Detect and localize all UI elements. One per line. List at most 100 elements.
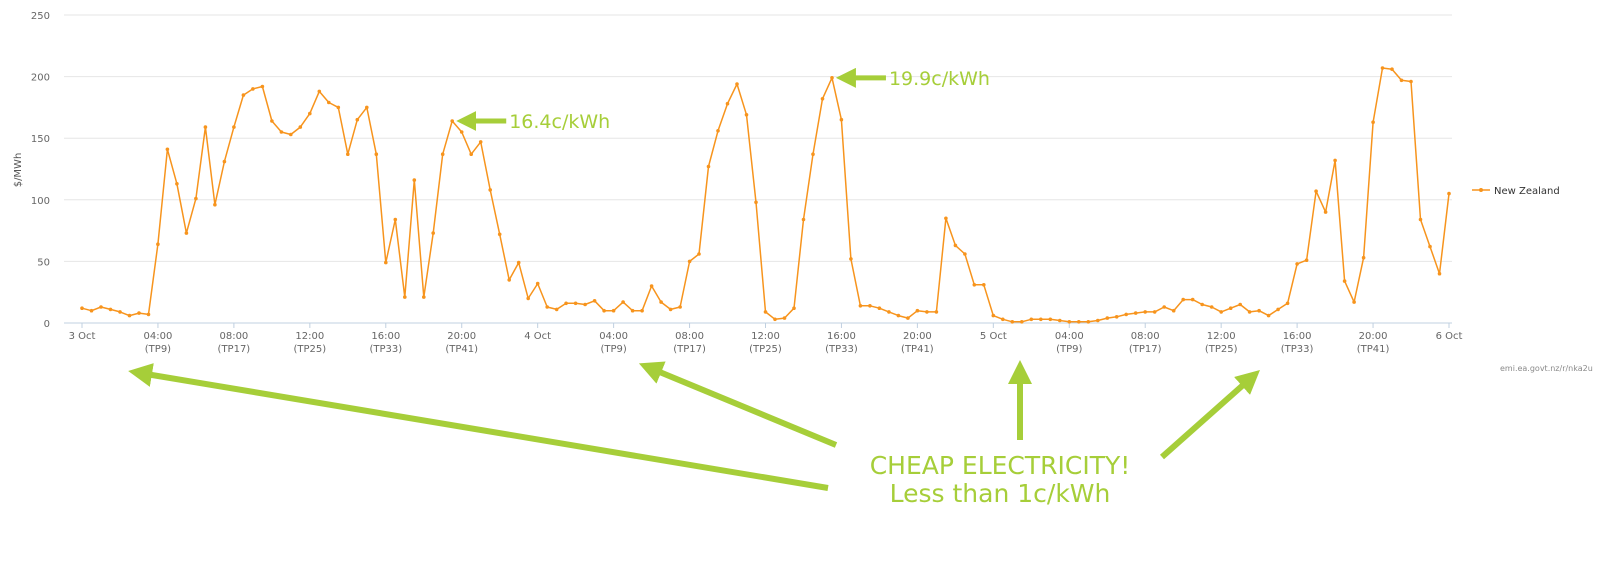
data-point — [849, 257, 853, 261]
x-tick-label: 4 Oct — [524, 331, 551, 342]
data-point — [346, 152, 350, 156]
data-point — [1048, 317, 1053, 322]
x-tick-sublabel: (TP17) — [218, 344, 251, 355]
data-point — [279, 130, 284, 134]
data-point — [573, 301, 578, 306]
data-point — [839, 117, 844, 122]
data-point — [1380, 66, 1385, 70]
x-tick-sublabel: (TP9) — [1056, 344, 1082, 355]
data-point — [925, 310, 929, 314]
data-point — [649, 284, 654, 288]
data-point — [1200, 302, 1204, 307]
x-tick-label: 08:00 — [219, 331, 248, 342]
y-axis-ticks: 0 50 100 150 200 250 — [31, 11, 50, 330]
data-point — [1314, 189, 1318, 193]
data-point — [991, 313, 996, 318]
data-point — [422, 295, 426, 299]
data-point — [611, 308, 616, 313]
series-points — [80, 66, 1451, 324]
y-tick-label: 0 — [44, 319, 50, 330]
x-tick-label: 12:00 — [1207, 331, 1236, 342]
data-point — [516, 260, 521, 265]
data-point — [1152, 310, 1157, 314]
legend-label-new-zealand: New Zealand — [1494, 186, 1560, 197]
data-point — [953, 243, 958, 248]
data-point — [773, 317, 777, 322]
data-point — [820, 97, 825, 101]
data-point — [336, 105, 341, 110]
data-point — [877, 306, 882, 311]
data-point — [80, 306, 84, 311]
x-tick-label: 16:00 — [827, 331, 856, 342]
data-point — [1409, 79, 1413, 84]
data-point — [384, 260, 388, 265]
data-point — [763, 310, 768, 314]
data-point — [621, 300, 625, 304]
data-point — [668, 307, 673, 312]
data-point — [1171, 308, 1176, 313]
data-point — [118, 310, 122, 314]
data-point — [222, 159, 227, 164]
data-point — [403, 295, 407, 299]
x-tick-label: 08:00 — [675, 331, 704, 342]
x-tick-sublabel: (TP25) — [1205, 344, 1238, 355]
data-point — [108, 307, 113, 312]
data-point — [630, 308, 635, 313]
x-axis-ticks: 3 Oct 04:00 (TP9) 08:00 (TP17) 12:00 (TP25) 16:… — [69, 323, 1462, 355]
data-point — [744, 113, 749, 117]
annotation-label: 16.4c/kWh — [509, 111, 610, 133]
data-point — [868, 304, 872, 308]
data-point — [592, 299, 597, 303]
x-tick-label: 12:00 — [295, 331, 324, 342]
x-tick-label: 20:00 — [1359, 331, 1388, 342]
data-point — [1219, 310, 1223, 314]
data-point — [1418, 217, 1423, 222]
data-point — [792, 306, 796, 311]
grid-lines — [64, 14, 1452, 262]
data-point — [1428, 244, 1432, 249]
x-tick-label: 04:00 — [599, 331, 628, 342]
data-point — [270, 119, 274, 123]
callout-arrows — [128, 360, 1260, 491]
data-point — [915, 308, 920, 313]
callout-subtitle: Less than 1c/kWh — [890, 479, 1111, 508]
x-tick-sublabel: (TP33) — [825, 344, 858, 355]
data-point — [1342, 279, 1347, 283]
data-point — [374, 152, 379, 156]
data-point — [431, 231, 436, 235]
legend[interactable]: New Zealand — [1472, 186, 1560, 197]
data-point — [697, 252, 701, 256]
data-point — [1447, 191, 1451, 196]
data-point — [782, 316, 787, 320]
data-point — [478, 140, 483, 144]
data-point — [241, 93, 246, 97]
x-tick-label: 20:00 — [447, 331, 476, 342]
data-point — [906, 316, 910, 320]
data-point — [412, 178, 417, 182]
data-point — [440, 152, 445, 156]
credit-link[interactable]: emi.ea.govt.nz/r/nka2u — [1500, 364, 1593, 373]
data-point — [583, 302, 587, 307]
data-point — [1105, 316, 1110, 320]
data-point — [497, 232, 502, 237]
x-tick-sublabel: (TP17) — [1129, 344, 1162, 355]
data-point — [526, 296, 530, 301]
data-point — [1228, 306, 1233, 311]
data-point — [327, 100, 331, 105]
data-point — [184, 231, 189, 235]
data-point — [1039, 317, 1043, 322]
data-point — [459, 130, 464, 134]
callout-arrow — [1160, 370, 1260, 460]
data-point — [1437, 271, 1442, 276]
data-point — [545, 305, 549, 309]
x-tick-sublabel: (TP41) — [901, 344, 934, 355]
x-tick-label: 04:00 — [144, 331, 173, 342]
data-point — [1124, 312, 1128, 317]
series-line-new-zealand — [81, 67, 1450, 323]
data-point — [127, 313, 132, 318]
data-point — [137, 311, 141, 315]
data-point — [1162, 305, 1166, 309]
data-point — [1361, 255, 1366, 260]
data-point — [706, 164, 711, 169]
